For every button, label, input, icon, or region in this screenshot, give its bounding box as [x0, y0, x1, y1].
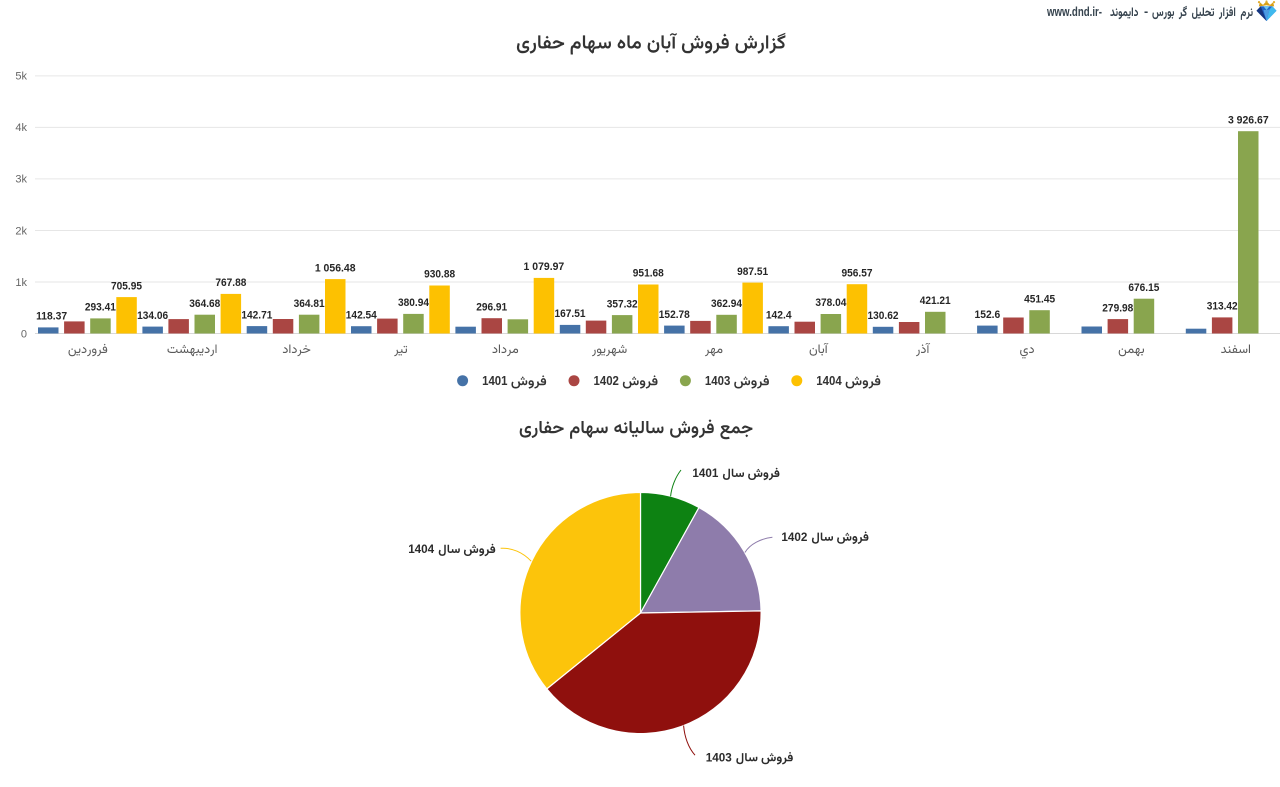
svg-text:357.32: 357.32	[607, 298, 638, 310]
svg-text:152.6: 152.6	[975, 309, 1001, 321]
svg-text:0: 0	[21, 328, 27, 340]
svg-text:279.98: 279.98	[1102, 302, 1133, 314]
svg-text:4k: 4k	[15, 122, 27, 134]
svg-text:930.88: 930.88	[424, 269, 455, 281]
svg-text:956.57: 956.57	[842, 267, 873, 279]
svg-text:1404: 1404	[408, 542, 434, 556]
svg-text:1404: 1404	[816, 373, 842, 388]
svg-text:421.21: 421.21	[920, 295, 951, 307]
svg-text:130.62: 130.62	[868, 310, 899, 322]
svg-text:1401: 1401	[692, 466, 718, 480]
svg-text:1402: 1402	[781, 530, 807, 544]
svg-text:380.94: 380.94	[398, 297, 430, 309]
svg-text:1 056.48: 1 056.48	[315, 262, 356, 274]
svg-text:1403: 1403	[705, 373, 730, 388]
svg-text:362.94: 362.94	[711, 298, 743, 310]
svg-text:www.dnd.ir-: www.dnd.ir-	[1046, 5, 1102, 19]
svg-text:142.71: 142.71	[241, 309, 272, 321]
svg-text:1 079.97: 1 079.97	[524, 261, 565, 273]
svg-text:378.04: 378.04	[815, 297, 847, 309]
svg-text:118.37: 118.37	[36, 311, 67, 323]
svg-text:296.91: 296.91	[476, 301, 507, 313]
svg-text:142.4: 142.4	[766, 309, 793, 321]
svg-text:705.95: 705.95	[111, 280, 142, 292]
svg-text:134.06: 134.06	[137, 310, 168, 322]
svg-text:987.51: 987.51	[737, 266, 768, 278]
svg-text:1402: 1402	[594, 373, 619, 388]
svg-text:1k: 1k	[15, 277, 27, 289]
svg-text:2k: 2k	[15, 225, 27, 237]
svg-text:152.78: 152.78	[659, 309, 690, 321]
svg-text:1403: 1403	[706, 750, 732, 764]
svg-text:313.42: 313.42	[1207, 301, 1238, 313]
svg-text:451.45: 451.45	[1024, 293, 1055, 305]
svg-text:142.54: 142.54	[346, 309, 378, 321]
svg-text:293.41: 293.41	[85, 302, 116, 314]
svg-text:3k: 3k	[15, 174, 27, 186]
svg-text:364.81: 364.81	[294, 298, 325, 310]
svg-text:-: -	[1144, 5, 1148, 19]
svg-text:3 926.67: 3 926.67	[1228, 114, 1269, 126]
svg-text:364.68: 364.68	[189, 298, 220, 310]
svg-text:167.51: 167.51	[555, 308, 586, 320]
svg-text:676.15: 676.15	[1128, 282, 1159, 294]
svg-text:951.68: 951.68	[633, 268, 664, 280]
svg-text:767.88: 767.88	[215, 277, 246, 289]
svg-text:5k: 5k	[15, 71, 27, 83]
svg-text:1401: 1401	[482, 373, 507, 388]
